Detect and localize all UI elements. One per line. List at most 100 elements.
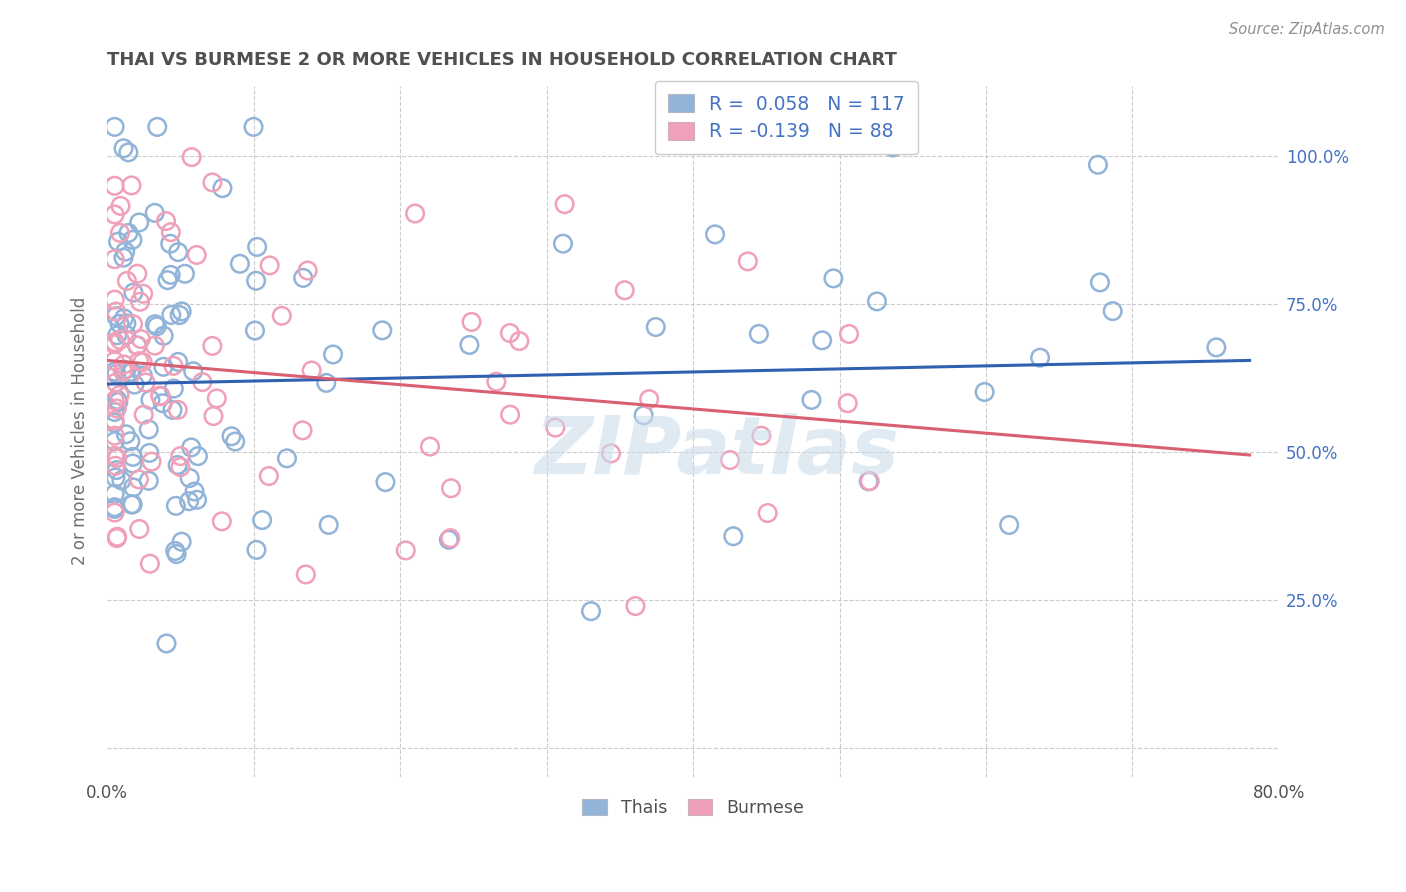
Point	[108, 333, 131, 347]
Point	[104, 506, 127, 520]
Point	[458, 338, 481, 352]
Text: Source: ZipAtlas.com: Source: ZipAtlas.com	[1229, 22, 1385, 37]
Point	[105, 367, 128, 381]
Point	[105, 463, 128, 477]
Point	[120, 434, 142, 449]
Point	[181, 364, 204, 378]
Point	[179, 471, 201, 485]
Point	[104, 120, 127, 134]
Point	[246, 240, 269, 254]
Point	[105, 304, 128, 318]
Point	[823, 271, 845, 285]
Point	[128, 215, 150, 229]
Point	[205, 392, 228, 406]
Point	[169, 308, 191, 322]
Point	[633, 409, 655, 423]
Point	[104, 487, 127, 501]
Point	[183, 484, 205, 499]
Point	[146, 319, 169, 334]
Point	[152, 396, 174, 410]
Point	[1088, 276, 1111, 290]
Point	[108, 317, 131, 331]
Point	[243, 324, 266, 338]
Point	[165, 499, 187, 513]
Point	[120, 365, 142, 379]
Point	[224, 434, 246, 449]
Point	[115, 328, 138, 343]
Point	[166, 458, 188, 472]
Point	[155, 214, 177, 228]
Point	[105, 531, 128, 545]
Point	[322, 347, 344, 361]
Point	[866, 294, 889, 309]
Point	[229, 257, 252, 271]
Point	[166, 402, 188, 417]
Point	[121, 365, 143, 379]
Point	[108, 226, 131, 240]
Point	[460, 315, 482, 329]
Point	[211, 181, 233, 195]
Point	[104, 449, 127, 463]
Point	[107, 235, 129, 249]
Point	[138, 474, 160, 488]
Point	[638, 392, 661, 406]
Point	[115, 274, 138, 288]
Point	[121, 233, 143, 247]
Point	[121, 497, 143, 511]
Point	[149, 388, 172, 402]
Point	[104, 335, 127, 350]
Point	[104, 178, 127, 193]
Point	[600, 446, 623, 460]
Point	[291, 423, 314, 437]
Point	[395, 543, 418, 558]
Point	[135, 376, 157, 390]
Point	[245, 542, 267, 557]
Point	[146, 120, 169, 134]
Point	[104, 458, 127, 473]
Point	[107, 395, 129, 409]
Point	[644, 320, 666, 334]
Point	[104, 337, 127, 351]
Point	[105, 530, 128, 544]
Point	[108, 388, 131, 402]
Point	[132, 368, 155, 383]
Point	[315, 376, 337, 390]
Point	[143, 317, 166, 331]
Point	[128, 522, 150, 536]
Point	[162, 359, 184, 373]
Point	[440, 481, 463, 495]
Point	[499, 326, 522, 340]
Point	[297, 263, 319, 277]
Point	[104, 376, 127, 390]
Point	[165, 544, 187, 558]
Point	[1101, 304, 1123, 318]
Point	[169, 449, 191, 463]
Point	[180, 150, 202, 164]
Point	[162, 402, 184, 417]
Point	[152, 359, 174, 374]
Point	[751, 428, 773, 442]
Point	[122, 480, 145, 494]
Point	[811, 334, 834, 348]
Point	[129, 332, 152, 346]
Point	[858, 475, 880, 489]
Point	[156, 273, 179, 287]
Point	[128, 354, 150, 368]
Point	[105, 401, 128, 416]
Point	[624, 599, 647, 613]
Point	[551, 236, 574, 251]
Point	[127, 338, 149, 352]
Point	[250, 513, 273, 527]
Point	[756, 506, 779, 520]
Point	[800, 392, 823, 407]
Point	[170, 534, 193, 549]
Point	[105, 328, 128, 343]
Point	[160, 225, 183, 239]
Point	[245, 274, 267, 288]
Point	[104, 428, 127, 442]
Point	[437, 533, 460, 547]
Point	[579, 604, 602, 618]
Point	[104, 470, 127, 484]
Point	[138, 422, 160, 436]
Point	[544, 420, 567, 434]
